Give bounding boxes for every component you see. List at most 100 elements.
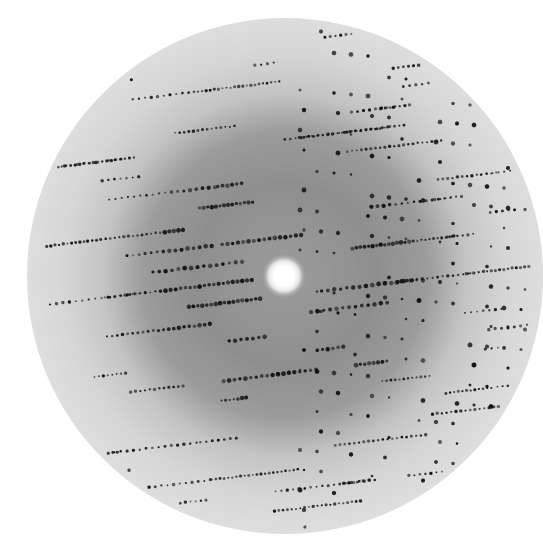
diffraction-spot [324,503,328,507]
diffraction-spot [424,433,428,437]
diffraction-spot [182,325,186,329]
diffraction-spot [133,292,137,296]
diffraction-spot [257,335,261,340]
diffraction-spot [493,307,498,312]
diffraction-spot [399,278,404,284]
diffraction-spot [435,471,438,474]
diffraction-spot [209,204,215,210]
diffraction-spot [450,141,456,146]
diffraction-spot [144,446,148,450]
diffraction-spot [241,239,246,245]
diffraction-spot [251,238,256,243]
diffraction-spot [113,177,116,181]
diffraction-spot [427,81,430,85]
diffraction-spot [272,235,278,241]
diffraction-spot [178,286,183,290]
diffraction-spot [153,485,157,489]
diffraction-spot [348,52,354,57]
diffraction-spot [387,115,391,120]
diffraction-spot [254,297,258,301]
diffraction-spot [421,318,425,323]
diffraction-spot [381,438,385,441]
diffraction-spot [439,139,443,142]
diffraction-spot [183,285,188,290]
diffraction-spot [428,237,431,241]
diffraction-spot [374,107,377,111]
diffraction-spot [161,328,166,332]
diffraction-spot [376,439,380,442]
beamstop-core [275,267,293,285]
diffraction-spot [182,442,186,446]
diffraction-spot [131,176,134,179]
diffraction-spot [166,484,169,487]
diffraction-spot [227,476,230,479]
diffraction-spot [364,147,368,151]
diffraction-spot [216,438,220,442]
diffraction-spot [108,237,112,240]
diffraction-spot [188,285,192,290]
diffraction-spot [363,283,369,289]
diffraction-spot [212,185,217,190]
diffraction-spot [466,233,470,237]
diffraction-spot [331,287,337,292]
diffraction-spot [318,429,324,434]
diffraction-spot [344,32,348,36]
diffraction-spot [265,62,269,66]
diffraction-spot [307,506,310,508]
diffraction-spot [131,98,134,101]
diffraction-spot [470,311,472,314]
diffraction-spot [334,34,337,38]
diffraction-spot [136,331,140,335]
diffraction-spot [490,172,493,175]
diffraction-spot [354,245,359,250]
diffraction-spot [284,469,287,473]
diffraction-spot [309,485,312,489]
diffraction-spot [353,304,358,309]
diffraction-spot [501,209,504,213]
diffraction-spot [471,362,477,368]
diffraction-spot [238,377,242,381]
diffraction-spot [208,88,212,92]
diffraction-spot [220,183,225,188]
diffraction-spot [391,66,395,70]
diffraction-spot [269,81,273,84]
diffraction-spot [336,311,340,315]
diffraction-spot [328,35,332,38]
diffraction-spot [276,470,279,474]
diffraction-spot [157,269,162,274]
diffraction-spot [180,227,186,233]
diffraction-spot [203,480,206,482]
diffraction-spot [262,334,267,340]
diffraction-spot [473,388,477,392]
diffraction-spot [151,270,155,274]
diffraction-spot [299,507,302,510]
diffraction-spot [385,379,388,383]
diffraction-spot [205,440,208,443]
diffraction-spot [433,139,439,145]
diffraction-spot [412,64,415,68]
diffraction-spot [506,246,510,250]
diffraction-spot [388,106,392,109]
diffraction-spot [120,332,125,337]
diffraction-spot [151,193,154,196]
diffraction-spot [420,238,423,241]
diffraction-spot [131,234,135,238]
diffraction-spot [332,251,336,255]
diffraction-spot [315,485,318,488]
diffraction-spot [133,195,136,198]
diffraction-spot [197,322,202,328]
diffraction-spot [285,508,289,512]
diffraction-spot [450,410,453,413]
diffraction-spot [375,204,380,209]
diffraction-spot [298,232,304,238]
diffraction-spot [356,480,359,484]
diffraction-spot [403,240,407,244]
diffraction-spot [48,303,52,306]
diffraction-spot [145,193,148,197]
diffraction-spot [53,243,57,247]
diffraction-spot [162,386,166,390]
diffraction-spot [436,177,440,181]
diffraction-spot [192,324,197,328]
diffraction-spot [251,336,255,341]
